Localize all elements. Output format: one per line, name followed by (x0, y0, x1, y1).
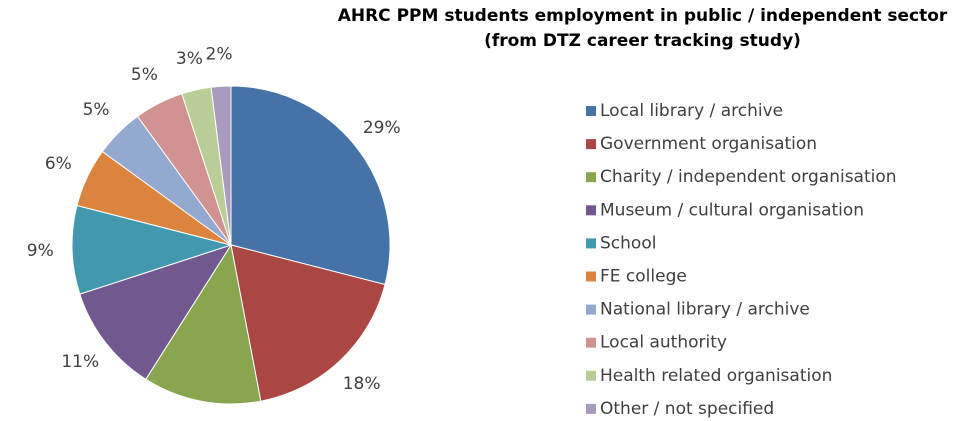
legend-swatch (586, 370, 596, 381)
legend-swatch (586, 106, 596, 116)
legend-swatch (586, 172, 596, 183)
data-label: 18% (343, 374, 381, 394)
legend-swatch (586, 304, 596, 315)
data-label: 9% (27, 241, 54, 261)
data-label: 2% (206, 45, 233, 65)
chart-title: AHRC PPM students employment in public /… (337, 6, 948, 51)
pie-slice (230, 85, 391, 286)
legend-label: Local authority (600, 333, 727, 353)
pie-slice (71, 204, 233, 295)
pie-slice (230, 244, 386, 402)
legend-label: National library / archive (600, 300, 810, 320)
legend-swatch (586, 337, 596, 348)
data-label: 11% (61, 352, 99, 372)
data-label: 29% (363, 118, 401, 138)
data-label: 6% (45, 154, 72, 174)
legend-swatch (586, 271, 596, 282)
legend-swatch (586, 238, 596, 249)
legend-label: Museum / cultural organisation (600, 200, 864, 220)
legend-label: FE college (600, 267, 687, 287)
pie-slice (210, 85, 232, 246)
pie-slice (79, 244, 233, 380)
pie-slice (145, 243, 262, 405)
legend-label: Charity / independent organisation (600, 167, 897, 187)
data-label: 5% (131, 65, 158, 85)
legend-swatch (586, 139, 596, 150)
legend-label: Local library / archive (600, 101, 783, 121)
legend-label: School (600, 233, 656, 253)
data-label: 3% (176, 49, 203, 69)
data-label: 5% (83, 100, 110, 120)
legend-label: Government organisation (600, 134, 817, 154)
legend-label: Other / not specified (600, 399, 774, 419)
legend-swatch (586, 205, 596, 216)
legend-label: Health related organisation (600, 366, 832, 386)
legend-swatch (586, 403, 596, 414)
